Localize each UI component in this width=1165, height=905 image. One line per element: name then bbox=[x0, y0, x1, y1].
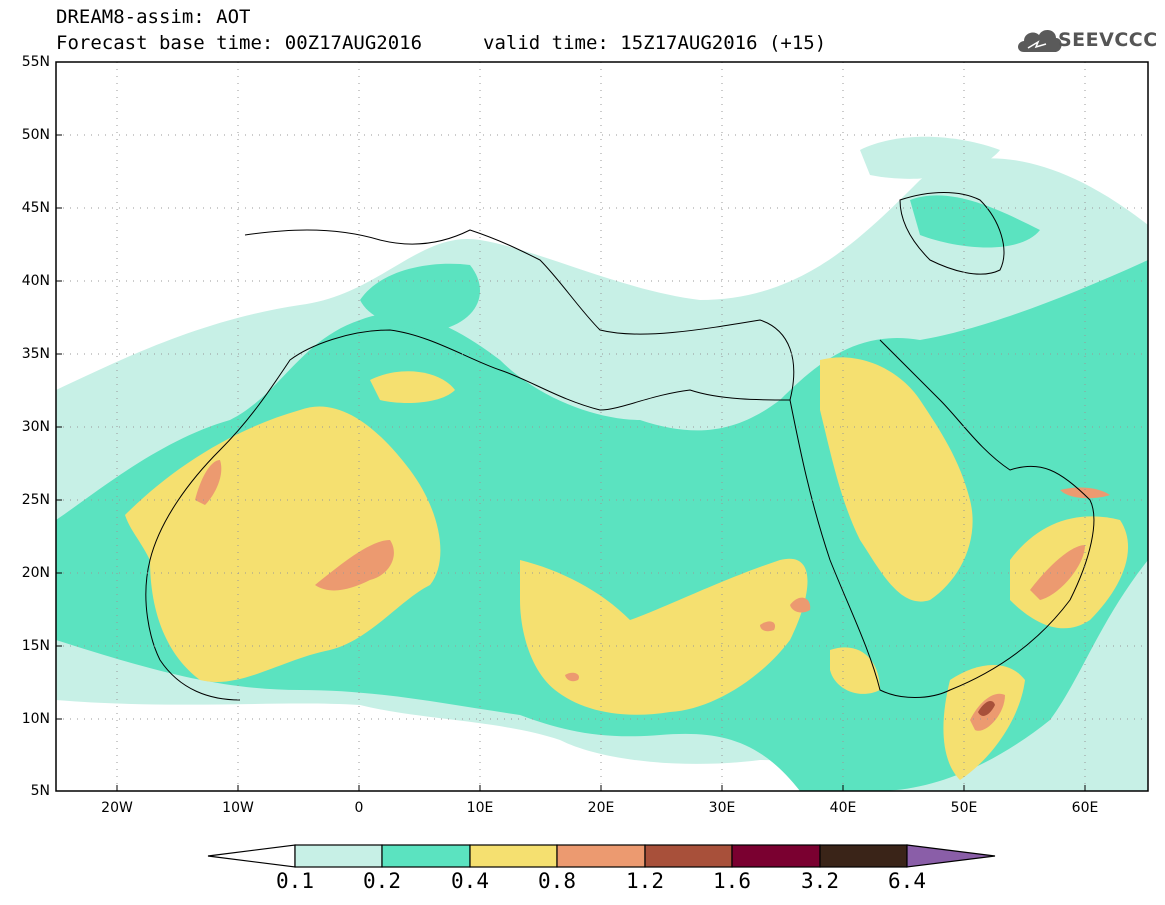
lat-label: 20N bbox=[21, 565, 50, 581]
lon-label: 50E bbox=[950, 800, 978, 816]
map-title: DREAM8-assim: AOT bbox=[56, 6, 251, 28]
lat-label: 15N bbox=[21, 638, 50, 654]
colorbar-segment-2 bbox=[381, 844, 471, 868]
lon-label: 60E bbox=[1071, 800, 1099, 816]
colorbar-segment-4 bbox=[556, 844, 646, 868]
valid-time: valid time: 15Z17AUG2016 (+15) bbox=[483, 32, 827, 54]
colorbar-segment-5 bbox=[644, 844, 733, 868]
aot-field-0.4 bbox=[125, 357, 1129, 780]
coastlines bbox=[145, 192, 1095, 701]
lat-label: 25N bbox=[21, 492, 50, 508]
graticule bbox=[56, 62, 1148, 791]
colorbar-label: 6.4 bbox=[888, 869, 926, 893]
colorbar-segment-7 bbox=[819, 844, 908, 868]
lon-label: 40E bbox=[829, 800, 857, 816]
colorbar-segment-3 bbox=[469, 844, 558, 868]
colorbar-label: 0.4 bbox=[451, 869, 489, 893]
lat-label: 45N bbox=[21, 200, 50, 216]
lon-label: 30E bbox=[708, 800, 736, 816]
colorbar-low-arrow bbox=[207, 844, 296, 868]
colorbar-high-arrow bbox=[906, 844, 996, 868]
aot-field-1.2 bbox=[978, 700, 995, 716]
lat-label: 55N bbox=[21, 54, 50, 70]
lat-label: 10N bbox=[21, 711, 50, 727]
lon-label: 20W bbox=[101, 800, 133, 816]
forecast-base-time: Forecast base time: 00Z17AUG2016 bbox=[56, 32, 423, 54]
lon-label: 20E bbox=[587, 800, 615, 816]
colorbar-label: 0.2 bbox=[363, 869, 401, 893]
colorbar-label: 1.6 bbox=[713, 869, 751, 893]
lat-label: 30N bbox=[21, 419, 50, 435]
lon-label: 10E bbox=[466, 800, 494, 816]
lon-label: 0 bbox=[354, 800, 364, 816]
lon-label: 10W bbox=[222, 800, 254, 816]
lat-label: 5N bbox=[30, 783, 50, 799]
lat-label: 50N bbox=[21, 127, 50, 143]
logo-text: SEEVCCC bbox=[1058, 29, 1158, 51]
cloud-icon bbox=[1018, 29, 1062, 52]
colorbar bbox=[207, 844, 996, 868]
colorbar-label: 1.2 bbox=[626, 869, 664, 893]
colorbar-label: 3.2 bbox=[801, 869, 839, 893]
colorbar-segment-1 bbox=[294, 844, 383, 868]
axis-ticks bbox=[56, 134, 1086, 791]
colorbar-label: 0.8 bbox=[538, 869, 576, 893]
lat-label: 40N bbox=[21, 273, 50, 289]
colorbar-segment-6 bbox=[731, 844, 821, 868]
colorbar-label: 0.1 bbox=[276, 869, 314, 893]
lat-label: 35N bbox=[21, 346, 50, 362]
